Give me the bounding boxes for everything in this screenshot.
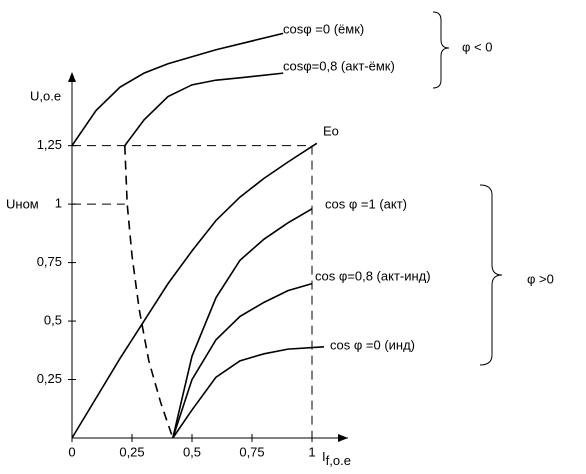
y-axis-label: U,о.е: [30, 88, 61, 103]
curve: [172, 345, 325, 439]
curve-label: cos φ =0 (инд): [330, 337, 415, 352]
x-tick-label: 0,75: [239, 444, 264, 459]
annotation: φ < 0: [462, 39, 492, 54]
curve-label: Eo: [323, 123, 339, 138]
curve: [71, 142, 318, 439]
curve: [124, 72, 284, 147]
curve-label: cos φ =1 (акт): [325, 196, 407, 211]
brace: [432, 11, 450, 89]
x-axis-label: If,о.е: [322, 449, 351, 468]
curve: [172, 282, 313, 439]
y-tick-label: 1,25: [37, 137, 62, 152]
nominal-label: Uном: [6, 196, 39, 211]
x-tick-label: 0,5: [183, 444, 201, 459]
x-tick-label: 0,25: [119, 444, 144, 459]
x-axis-label-sub: f,о.е: [326, 453, 351, 468]
brace: [479, 184, 503, 366]
x-axis-arrow: [338, 434, 348, 442]
y-axis-arrow: [68, 72, 76, 82]
y-tick-label: 0,25: [37, 371, 62, 386]
curve: [172, 208, 313, 439]
y-tick-label: 1: [55, 196, 62, 211]
x-axis-label-main: I: [322, 449, 326, 464]
y-tick-label: 0,5: [44, 312, 62, 327]
y-tick-label: 0,75: [37, 254, 62, 269]
curve-label: cosφ =0 (ёмк): [283, 21, 364, 36]
x-tick-label: 0: [68, 444, 75, 459]
x-tick-label: 1: [308, 444, 315, 459]
curve-label: cosφ=0,8 (акт-ёмк): [283, 58, 395, 73]
annotation: φ >0: [527, 271, 554, 286]
curve: [124, 145, 174, 439]
curve: [71, 32, 284, 147]
curve-label: cos φ=0,8 (акт-инд): [315, 268, 431, 283]
